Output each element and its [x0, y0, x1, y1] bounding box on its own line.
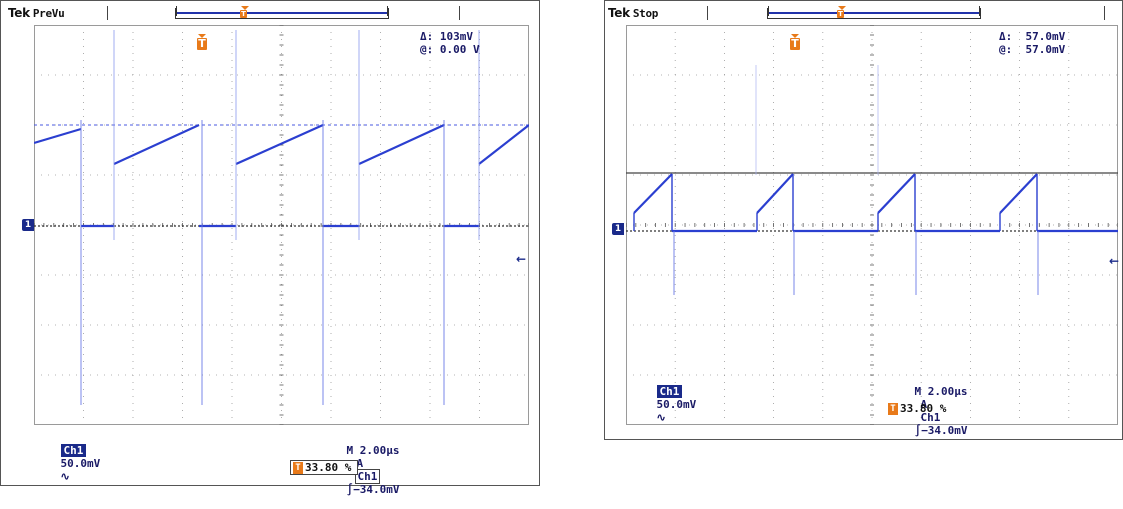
waveform-ramp-segment: [756, 173, 794, 214]
brand-text: Tek: [8, 6, 30, 20]
channel-scale: 50.0mV: [60, 457, 101, 470]
memory-trigger-icon: T: [837, 6, 846, 18]
trigger-mode: A: [920, 398, 928, 411]
cursor-delta-readout: Δ: 57.0mV: [999, 30, 1066, 43]
timebase-status: M 2.00µs A Ch1 ∫−34.0mV: [888, 372, 968, 450]
oscilloscope-right-screen: Tek Stop T T Δ: 57.0mV @: 57.0mV 1 ← Ch1 …: [604, 0, 1123, 440]
right-graticule: [626, 25, 1118, 425]
oscilloscope-left-screen: Tek PreVu T T Δ: 103mV @: 0.00 V 1 ← Ch1 …: [0, 0, 540, 496]
status-bar: Ch1 50.0mV ∿: [34, 431, 100, 496]
trigger-position-readout: T 33.80 %: [888, 402, 946, 415]
acquisition-mode: PreVu: [32, 7, 65, 20]
channel-badge: Ch1: [656, 385, 683, 398]
record-memory-bar: [175, 6, 389, 19]
acquisition-mode: Stop: [632, 7, 659, 20]
separator: [459, 6, 460, 20]
trigger-source: Ch1: [920, 411, 941, 424]
separator: [107, 6, 108, 20]
separator: [1104, 6, 1105, 20]
trigger-level: ∫−34.0mV: [914, 424, 968, 437]
waveform-ramp-segment: [877, 173, 916, 214]
separator: [707, 6, 708, 20]
channel-badge: Ch1: [60, 444, 87, 457]
timebase: M 2.00µs: [914, 385, 968, 398]
bandwidth-icon: ∿: [656, 411, 666, 424]
trigger-position-readout: T 33.80 %: [290, 460, 359, 475]
timebase: M 2.00µs: [346, 444, 400, 457]
trigger-percent: 33.80 %: [305, 461, 352, 474]
channel1-ground-icon: 1: [612, 223, 624, 235]
brand-label: Tek PreVu: [8, 6, 65, 20]
trigger-icon: T: [293, 462, 303, 474]
trigger-mode: A: [356, 457, 364, 470]
trigger-icon: T: [888, 403, 898, 415]
trigger-position-icon: T: [790, 34, 800, 50]
memory-trigger-icon: T: [240, 6, 249, 18]
channel1-ground-icon: 1: [22, 219, 34, 231]
cursor-at-readout: @: 57.0mV: [999, 43, 1066, 56]
trigger-source: Ch1: [354, 469, 381, 484]
waveform-ramp-segment: [999, 173, 1038, 214]
cursor-at-readout: @: 0.00 V: [420, 43, 480, 56]
cursor-delta-readout: Δ: 103mV: [420, 30, 473, 43]
status-bar: Ch1 50.0mV ∿: [630, 372, 696, 437]
waveform-ramp-segments: [34, 123, 529, 166]
trigger-position-icon: T: [197, 34, 207, 50]
brand-label: Tek Stop: [608, 6, 658, 20]
left-graticule: [34, 25, 529, 425]
cursor-arrow-icon: ←: [516, 252, 527, 266]
waveform-ramp-segment: [633, 173, 673, 214]
trigger-percent: 33.80 %: [900, 402, 947, 415]
trigger-level: ∫−34.0mV: [346, 483, 400, 496]
brand-text: Tek: [608, 6, 630, 20]
channel-scale: 50.0mV: [656, 398, 697, 411]
bandwidth-icon: ∿: [60, 470, 70, 483]
cursor-arrow-icon: ←: [1109, 254, 1120, 268]
record-memory-bar: [767, 6, 981, 19]
